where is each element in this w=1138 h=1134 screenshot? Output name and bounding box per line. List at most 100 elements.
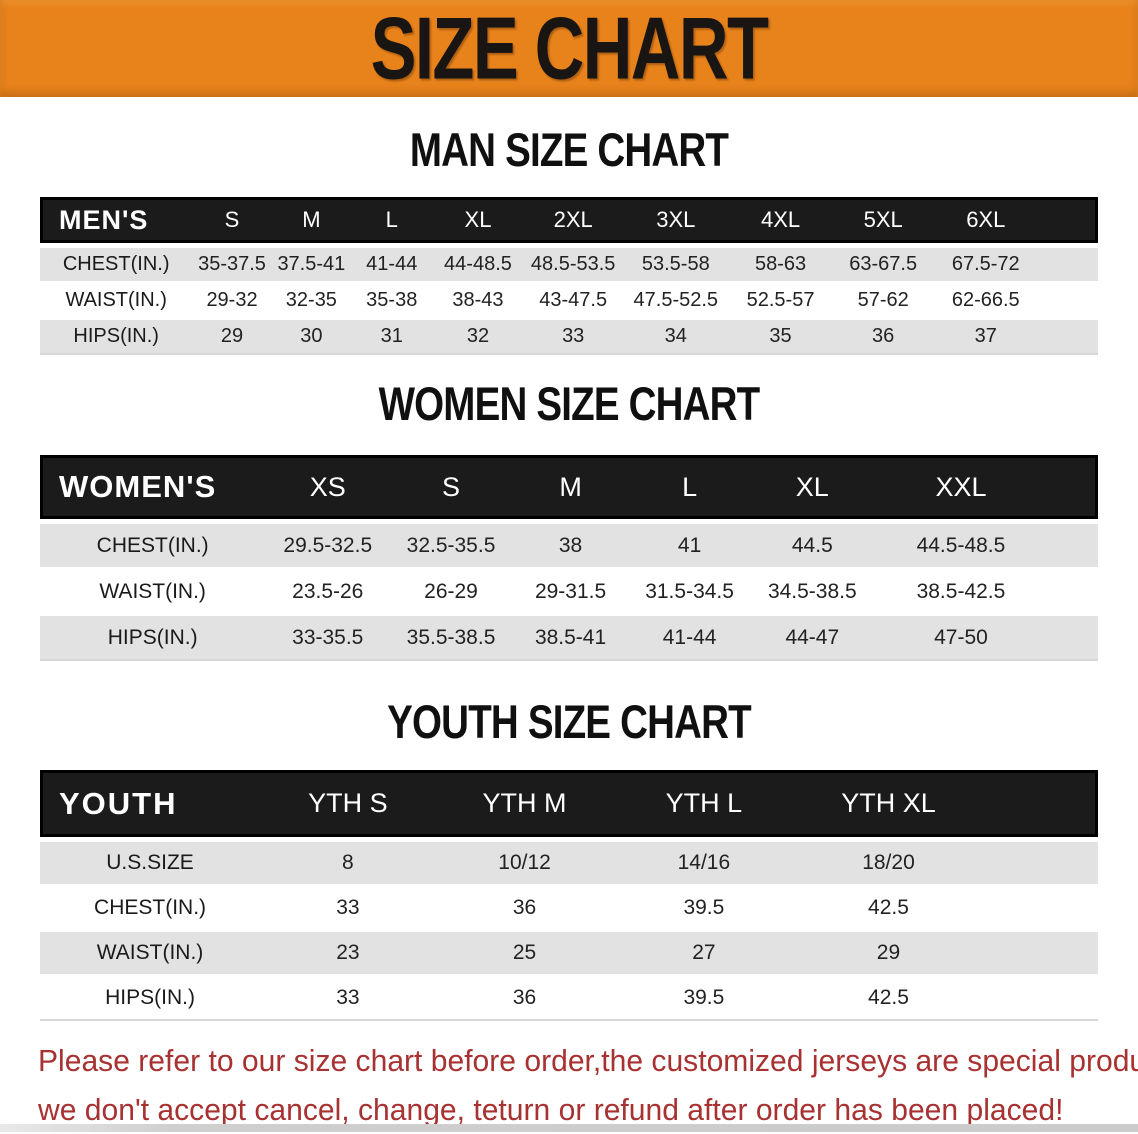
row-label: CHEST(IN.) <box>40 519 266 570</box>
cell: 37.5-41 <box>271 243 352 284</box>
men-size-header: XL <box>432 197 524 243</box>
cell: 53.5-58 <box>622 243 729 284</box>
cell: 41-44 <box>351 243 433 284</box>
women-size-header: XS <box>265 455 391 519</box>
cell: 29-32 <box>192 284 272 320</box>
cell: 43-47.5 <box>523 284 623 320</box>
men-size-header: 3XL <box>622 197 729 243</box>
youth-ussize-row: U.S.SIZE 8 10/12 14/16 18/20 <box>40 837 1098 887</box>
youth-waist-row: WAIST(IN.) 23 25 27 29 <box>40 932 1098 977</box>
youth-hips-row: HIPS(IN.) 33 36 39.5 42.5 <box>40 977 1098 1021</box>
row-label: HIPS(IN.) <box>40 977 261 1021</box>
women-size-header: M <box>511 455 630 519</box>
youth-size-header: YTH S <box>260 770 436 837</box>
cell-filler <box>1037 284 1098 320</box>
cell: 38.5-41 <box>511 616 630 661</box>
cell-filler <box>1047 519 1098 570</box>
cell: 57-62 <box>832 284 934 320</box>
row-label: CHEST(IN.) <box>40 243 193 284</box>
cell: 36 <box>435 887 614 932</box>
cell: 38 <box>511 519 630 570</box>
row-label: U.S.SIZE <box>40 837 261 887</box>
cell: 30 <box>271 320 352 355</box>
cell-filler <box>982 887 1098 932</box>
women-group-label: WOMEN'S <box>40 455 266 519</box>
cell: 36 <box>435 977 614 1021</box>
cell: 29 <box>192 320 272 355</box>
cell: 33 <box>260 887 436 932</box>
banner-title: SIZE CHART <box>370 0 769 98</box>
men-table-header-row: MEN'S S M L XL 2XL 3XL 4XL 5XL 6XL <box>40 197 1098 243</box>
men-size-header: S <box>192 197 272 243</box>
cell: 18/20 <box>794 837 983 887</box>
row-label: HIPS(IN.) <box>40 616 266 661</box>
cell: 29-31.5 <box>511 570 630 616</box>
cell-filler <box>982 932 1098 977</box>
cell: 32 <box>432 320 524 355</box>
men-size-header: 6XL <box>933 197 1038 243</box>
cell: 62-66.5 <box>933 284 1038 320</box>
disclaimer-text: Please refer to our size chart before or… <box>38 1036 1138 1134</box>
men-size-header: 2XL <box>523 197 623 243</box>
cell: 44-48.5 <box>432 243 524 284</box>
women-hips-row: HIPS(IN.) 33-35.5 35.5-38.5 38.5-41 41-4… <box>40 616 1098 661</box>
cell: 42.5 <box>794 887 983 932</box>
cell: 44.5 <box>749 519 875 570</box>
women-size-header: S <box>390 455 512 519</box>
row-label: CHEST(IN.) <box>40 887 261 932</box>
cell-filler <box>982 977 1098 1021</box>
cell: 33 <box>260 977 436 1021</box>
men-size-header: 5XL <box>832 197 934 243</box>
cell: 27 <box>613 932 795 977</box>
cell: 29 <box>794 932 983 977</box>
cell: 37 <box>933 320 1038 355</box>
youth-group-label: YOUTH <box>40 770 261 837</box>
cell: 36 <box>832 320 934 355</box>
cell: 31.5-34.5 <box>629 570 750 616</box>
women-size-table: WOMEN'S XS S M L XL XXL CHEST(IN.) 29.5-… <box>40 455 1098 661</box>
men-hips-row: HIPS(IN.) 29 30 31 32 33 34 35 36 37 <box>40 320 1098 355</box>
cell: 10/12 <box>435 837 614 887</box>
cell: 29.5-32.5 <box>265 519 391 570</box>
row-label: WAIST(IN.) <box>40 284 193 320</box>
cell-filler <box>982 837 1098 887</box>
cell: 35-37.5 <box>192 243 272 284</box>
women-waist-row: WAIST(IN.) 23.5-26 26-29 29-31.5 31.5-34… <box>40 570 1098 616</box>
men-section-heading: MAN SIZE CHART <box>409 123 729 176</box>
cell: 35-38 <box>351 284 433 320</box>
bottom-edge-strip <box>0 1124 1138 1132</box>
cell-filler <box>1047 570 1098 616</box>
cell-filler <box>1037 243 1098 284</box>
youth-size-header: YTH M <box>435 770 614 837</box>
cell: 63-67.5 <box>832 243 934 284</box>
women-header-filler <box>1047 455 1098 519</box>
men-size-header: L <box>351 197 433 243</box>
youth-table-header-row: YOUTH YTH S YTH M YTH L YTH XL <box>40 770 1098 837</box>
youth-size-header: YTH L <box>613 770 795 837</box>
men-size-header: M <box>271 197 352 243</box>
cell: 34 <box>622 320 729 355</box>
youth-chest-row: CHEST(IN.) 33 36 39.5 42.5 <box>40 887 1098 932</box>
cell: 25 <box>435 932 614 977</box>
cell: 44-47 <box>749 616 875 661</box>
cell: 38-43 <box>432 284 524 320</box>
youth-size-table: YOUTH YTH S YTH M YTH L YTH XL U.S.SIZE … <box>40 770 1098 1021</box>
cell: 35.5-38.5 <box>390 616 512 661</box>
cell: 23 <box>260 932 436 977</box>
cell: 34.5-38.5 <box>749 570 875 616</box>
men-group-label: MEN'S <box>40 197 193 243</box>
cell: 47.5-52.5 <box>622 284 729 320</box>
disclaimer-line-1: Please refer to our size chart before or… <box>38 1043 1138 1078</box>
cell: 23.5-26 <box>265 570 391 616</box>
cell: 32-35 <box>271 284 352 320</box>
cell: 52.5-57 <box>728 284 833 320</box>
cell: 42.5 <box>794 977 983 1021</box>
row-label: WAIST(IN.) <box>40 932 261 977</box>
cell: 35 <box>728 320 833 355</box>
women-table-header-row: WOMEN'S XS S M L XL XXL <box>40 455 1098 519</box>
cell: 31 <box>351 320 433 355</box>
cell: 32.5-35.5 <box>390 519 512 570</box>
cell: 33 <box>523 320 623 355</box>
size-chart-banner: SIZE CHART <box>0 0 1138 97</box>
cell: 48.5-53.5 <box>523 243 623 284</box>
